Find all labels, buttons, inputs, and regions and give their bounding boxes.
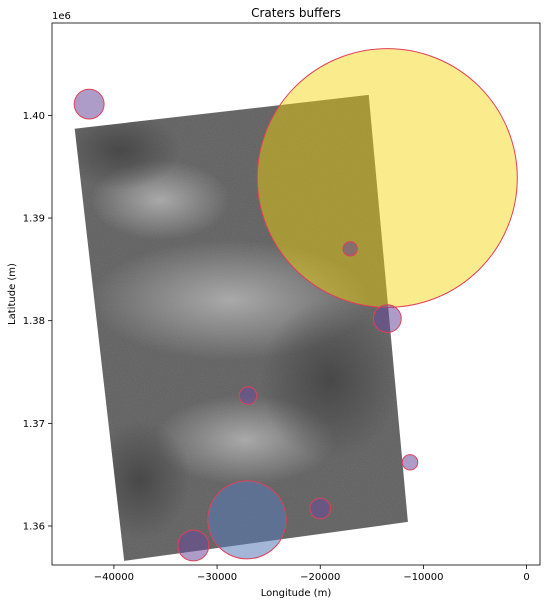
y-tick-label: 1.39 (23, 214, 45, 225)
y-axis-offset: 1e6 (52, 11, 71, 22)
plot-area (60, 49, 517, 561)
y-tick-label: 1.36 (23, 521, 45, 532)
y-axis: 1.36 1.37 1.38 1.39 1.40 (23, 111, 52, 533)
y-tick-label: 1.38 (23, 316, 45, 327)
crater-buffer (178, 530, 209, 561)
dark-terrain-patch (60, 110, 180, 190)
x-tick-label: −40000 (94, 572, 134, 583)
x-axis: −40000 −30000 −20000 −10000 0 (94, 565, 530, 583)
crater-buffer (402, 455, 417, 470)
dark-terrain-patch (90, 420, 190, 540)
x-tick-label: −30000 (197, 572, 237, 583)
crater-buffer (310, 498, 331, 519)
large-crater-buffer (257, 49, 517, 308)
x-axis-label: Longitude (m) (261, 588, 332, 599)
y-tick-label: 1.40 (23, 111, 45, 122)
y-axis-label: Latitude (m) (7, 263, 18, 325)
crater-buffer (74, 89, 104, 119)
chart-title: Craters buffers (251, 6, 341, 20)
crater-buffer (208, 481, 286, 559)
y-tick-label: 1.37 (23, 419, 45, 430)
x-tick-label: 0 (523, 572, 529, 583)
x-tick-label: −20000 (300, 572, 340, 583)
crater-buffer (343, 242, 357, 256)
x-tick-label: −10000 (403, 572, 443, 583)
crater-buffer (239, 387, 257, 404)
crater-buffer (373, 305, 401, 333)
